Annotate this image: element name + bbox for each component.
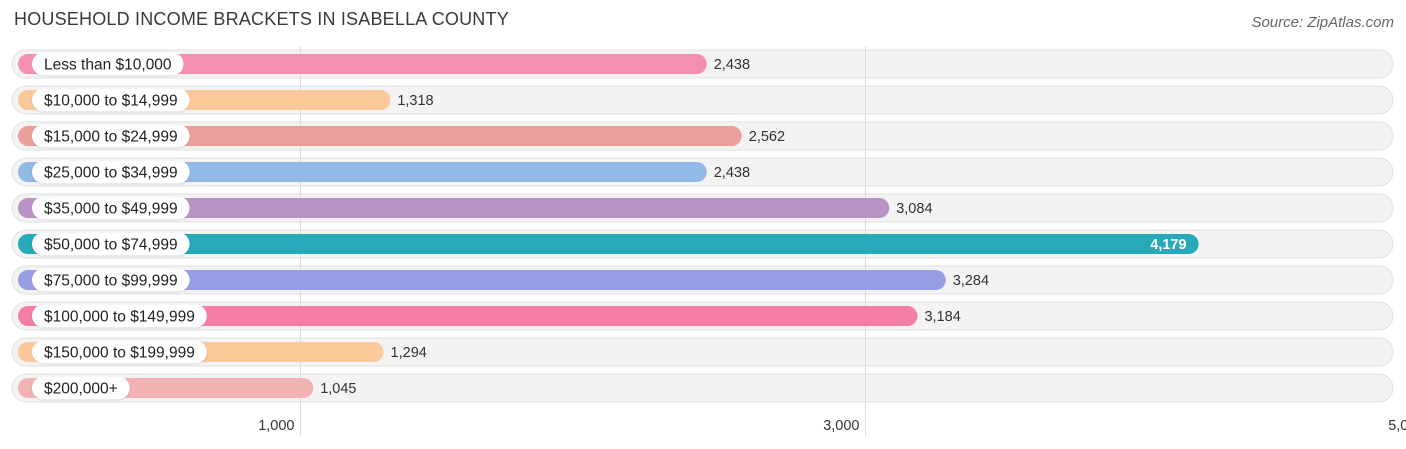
bar-group: $75,000 to $99,999 3,284 — [18, 268, 989, 292]
category-label-pill — [32, 196, 190, 220]
bar-group: $35,000 to $49,999 3,084 — [18, 196, 933, 220]
category-label: $200,000+ — [44, 381, 118, 398]
category-label-pill — [32, 376, 130, 400]
category-label-pill — [32, 304, 207, 328]
chart-source: Source: ZipAtlas.com — [1251, 14, 1394, 31]
category-label: $35,000 to $49,999 — [44, 201, 178, 218]
bar — [18, 234, 1199, 254]
x-tick-label: 1,000 — [258, 418, 294, 434]
category-label: $15,000 to $24,999 — [44, 129, 178, 146]
bar — [18, 306, 918, 326]
bar — [18, 198, 890, 218]
category-label: $75,000 to $99,999 — [44, 273, 178, 290]
category-label-pill — [32, 340, 207, 364]
category-label-pill — [32, 88, 190, 112]
value-label: 1,294 — [391, 345, 427, 361]
value-label: 3,084 — [896, 201, 932, 217]
bar — [18, 270, 946, 290]
bar-group: $10,000 to $14,999 1,318 — [18, 88, 434, 112]
value-label: 1,318 — [397, 93, 433, 109]
category-label-pill — [32, 232, 190, 256]
bar — [18, 54, 707, 74]
bar — [18, 162, 707, 182]
category-label: $50,000 to $74,999 — [44, 237, 178, 254]
value-label: 1,045 — [320, 381, 356, 397]
category-label-pill — [32, 124, 190, 148]
bars-layer: Less than $10,000 2,438 $10,000 to $14,999… — [18, 52, 1199, 400]
chart-title: HOUSEHOLD INCOME BRACKETS IN ISABELLA CO… — [14, 9, 509, 29]
bar-group: $200,000+ 1,045 — [18, 376, 357, 400]
bar-group: $150,000 to $199,999 1,294 — [18, 340, 427, 364]
bar — [18, 126, 742, 146]
row-track — [11, 373, 1394, 403]
x-tick-label: 5,000 — [1388, 418, 1406, 434]
category-label: $25,000 to $34,999 — [44, 165, 178, 182]
bar-group: $100,000 to $149,999 3,184 — [18, 304, 961, 328]
category-label: $10,000 to $14,999 — [44, 93, 178, 110]
category-label: $150,000 to $199,999 — [44, 345, 195, 362]
value-label: 2,438 — [714, 165, 750, 181]
category-label-pill — [32, 268, 190, 292]
x-tick-label: 3,000 — [823, 418, 859, 434]
bar-group: $15,000 to $24,999 2,562 — [18, 124, 785, 148]
category-label: $100,000 to $149,999 — [44, 309, 195, 326]
category-label-pill — [32, 160, 190, 184]
value-label: 2,562 — [749, 129, 785, 145]
bar-group: $50,000 to $74,999 4,179 — [18, 232, 1199, 256]
value-label: 3,184 — [924, 309, 960, 325]
bar-group: Less than $10,000 2,438 — [18, 52, 750, 76]
category-label-pill — [32, 52, 184, 76]
value-label: 4,179 — [1150, 237, 1186, 253]
bar-group: $25,000 to $34,999 2,438 — [18, 160, 750, 184]
x-axis-ticks: 1,000 3,000 5,000 — [258, 418, 1406, 434]
value-label: 2,438 — [714, 57, 750, 73]
category-label: Less than $10,000 — [44, 57, 172, 74]
value-label: 3,284 — [953, 273, 989, 289]
